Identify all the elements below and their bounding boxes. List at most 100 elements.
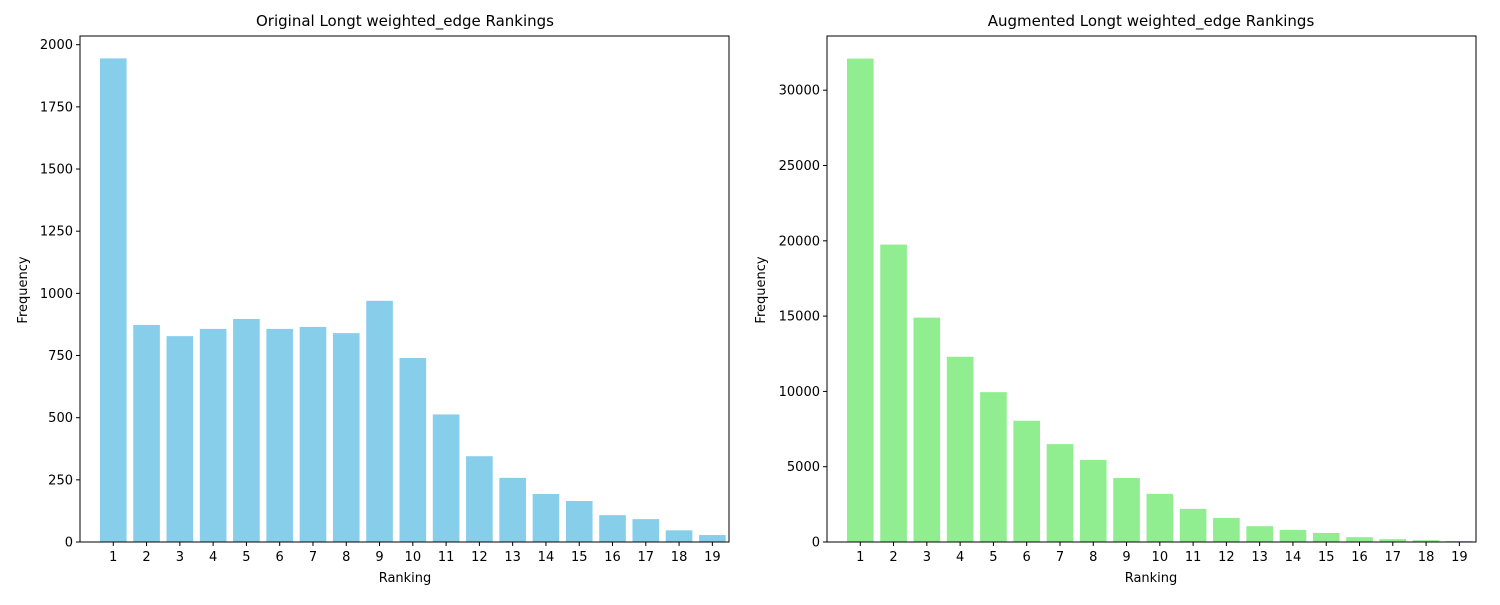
bar-8 — [1079, 459, 1107, 542]
x-tick-label: 11 — [438, 550, 455, 565]
y-tick-label: 1000 — [40, 287, 73, 302]
x-tick-label: 10 — [405, 550, 422, 565]
y-tick-label: 0 — [812, 536, 820, 551]
plot-frame — [826, 35, 1477, 543]
x-tick-label: 5 — [989, 550, 997, 565]
bar-4 — [199, 328, 227, 542]
y-axis-label: Frequency — [754, 256, 769, 323]
bar-2 — [880, 244, 907, 542]
bar-17 — [1379, 539, 1407, 542]
plot-frame — [79, 35, 730, 543]
bar-12 — [466, 456, 493, 542]
y-tick-label: 2000 — [40, 38, 73, 53]
chart-title: Original Longt weighted_edge Rankings — [256, 12, 554, 31]
bar-3 — [913, 317, 941, 542]
bar-9 — [1113, 478, 1140, 542]
y-tick-label: 1500 — [40, 163, 73, 178]
x-tick-label: 18 — [671, 550, 688, 565]
bar-11 — [1179, 508, 1207, 542]
bar-3 — [166, 336, 194, 542]
x-tick-label: 16 — [604, 550, 621, 565]
x-tick-label: 11 — [1185, 550, 1202, 565]
y-tick-label: 0 — [65, 536, 73, 551]
x-tick-label: 7 — [309, 550, 317, 565]
bar-7 — [1046, 444, 1074, 542]
y-tick-label: 750 — [48, 349, 73, 364]
x-axis-label: Ranking — [379, 571, 432, 586]
bar-16 — [1346, 537, 1373, 542]
bar-8 — [332, 333, 360, 542]
x-tick-label: 1 — [109, 550, 117, 565]
y-tick-label: 1750 — [40, 100, 73, 115]
x-tick-label: 5 — [242, 550, 250, 565]
bar-7 — [299, 326, 327, 542]
bar-17 — [632, 519, 660, 542]
bar-16 — [599, 515, 626, 542]
bar-18 — [1412, 540, 1440, 542]
bar-10 — [1146, 493, 1174, 542]
bar-10 — [399, 358, 427, 542]
x-tick-label: 12 — [1218, 550, 1235, 565]
y-tick-label: 500 — [48, 411, 73, 426]
x-tick-label: 13 — [504, 550, 521, 565]
x-tick-label: 19 — [704, 550, 721, 565]
bar-5 — [233, 318, 260, 542]
x-tick-label: 4 — [956, 550, 964, 565]
x-tick-label: 6 — [1023, 550, 1031, 565]
x-tick-label: 15 — [1318, 550, 1335, 565]
x-tick-label: 3 — [176, 550, 184, 565]
x-tick-label: 7 — [1056, 550, 1064, 565]
y-tick-label: 15000 — [779, 310, 820, 325]
bar-6 — [266, 328, 294, 542]
x-tick-label: 2 — [889, 550, 897, 565]
x-axis-label: Ranking — [1125, 571, 1178, 586]
x-tick-label: 4 — [209, 550, 217, 565]
x-tick-label: 15 — [571, 550, 588, 565]
bar-1 — [846, 58, 874, 542]
x-tick-label: 9 — [1122, 550, 1130, 565]
bar-13 — [1246, 526, 1273, 542]
bar-18 — [665, 530, 693, 542]
y-tick-label: 25000 — [779, 159, 820, 174]
bar-12 — [1213, 517, 1240, 542]
x-tick-label: 8 — [342, 550, 350, 565]
x-tick-label: 10 — [1152, 550, 1169, 565]
bar-1 — [99, 58, 127, 542]
x-tick-label: 12 — [471, 550, 488, 565]
bar-19 — [699, 535, 726, 542]
x-tick-label: 19 — [1451, 550, 1468, 565]
x-tick-label: 17 — [1385, 550, 1402, 565]
bar-15 — [1312, 532, 1340, 542]
bar-14 — [1279, 529, 1307, 542]
bar-13 — [499, 477, 526, 542]
y-tick-label: 20000 — [779, 234, 820, 249]
x-tick-label: 16 — [1351, 550, 1368, 565]
x-tick-label: 14 — [1285, 550, 1302, 565]
x-tick-label: 3 — [923, 550, 931, 565]
chart-right: Augmented Longt weighted_edge Rankings R… — [754, 12, 1477, 586]
x-tick-label: 18 — [1418, 550, 1435, 565]
y-tick-label: 10000 — [779, 385, 820, 400]
bars — [846, 58, 1473, 542]
bar-2 — [133, 324, 160, 542]
x-tick-label: 8 — [1089, 550, 1097, 565]
chart-left: Original Longt weighted_edge Rankings Ra… — [16, 12, 730, 586]
y-tick-label: 1250 — [40, 225, 73, 240]
bar-9 — [366, 300, 393, 542]
x-tick-label: 13 — [1251, 550, 1268, 565]
chart-title: Augmented Longt weighted_edge Rankings — [988, 12, 1315, 31]
bar-5 — [980, 392, 1007, 542]
bar-14 — [532, 494, 560, 542]
bar-4 — [946, 356, 974, 542]
x-tick-label: 6 — [276, 550, 284, 565]
x-tick-label: 9 — [375, 550, 383, 565]
bar-15 — [565, 500, 593, 542]
y-tick-label: 250 — [48, 473, 73, 488]
y-axis-label: Frequency — [16, 256, 31, 323]
x-tick-label: 17 — [638, 550, 655, 565]
bar-6 — [1013, 420, 1041, 542]
x-tick-label: 14 — [538, 550, 555, 565]
y-tick-label: 5000 — [787, 460, 820, 475]
bar-11 — [432, 414, 460, 542]
